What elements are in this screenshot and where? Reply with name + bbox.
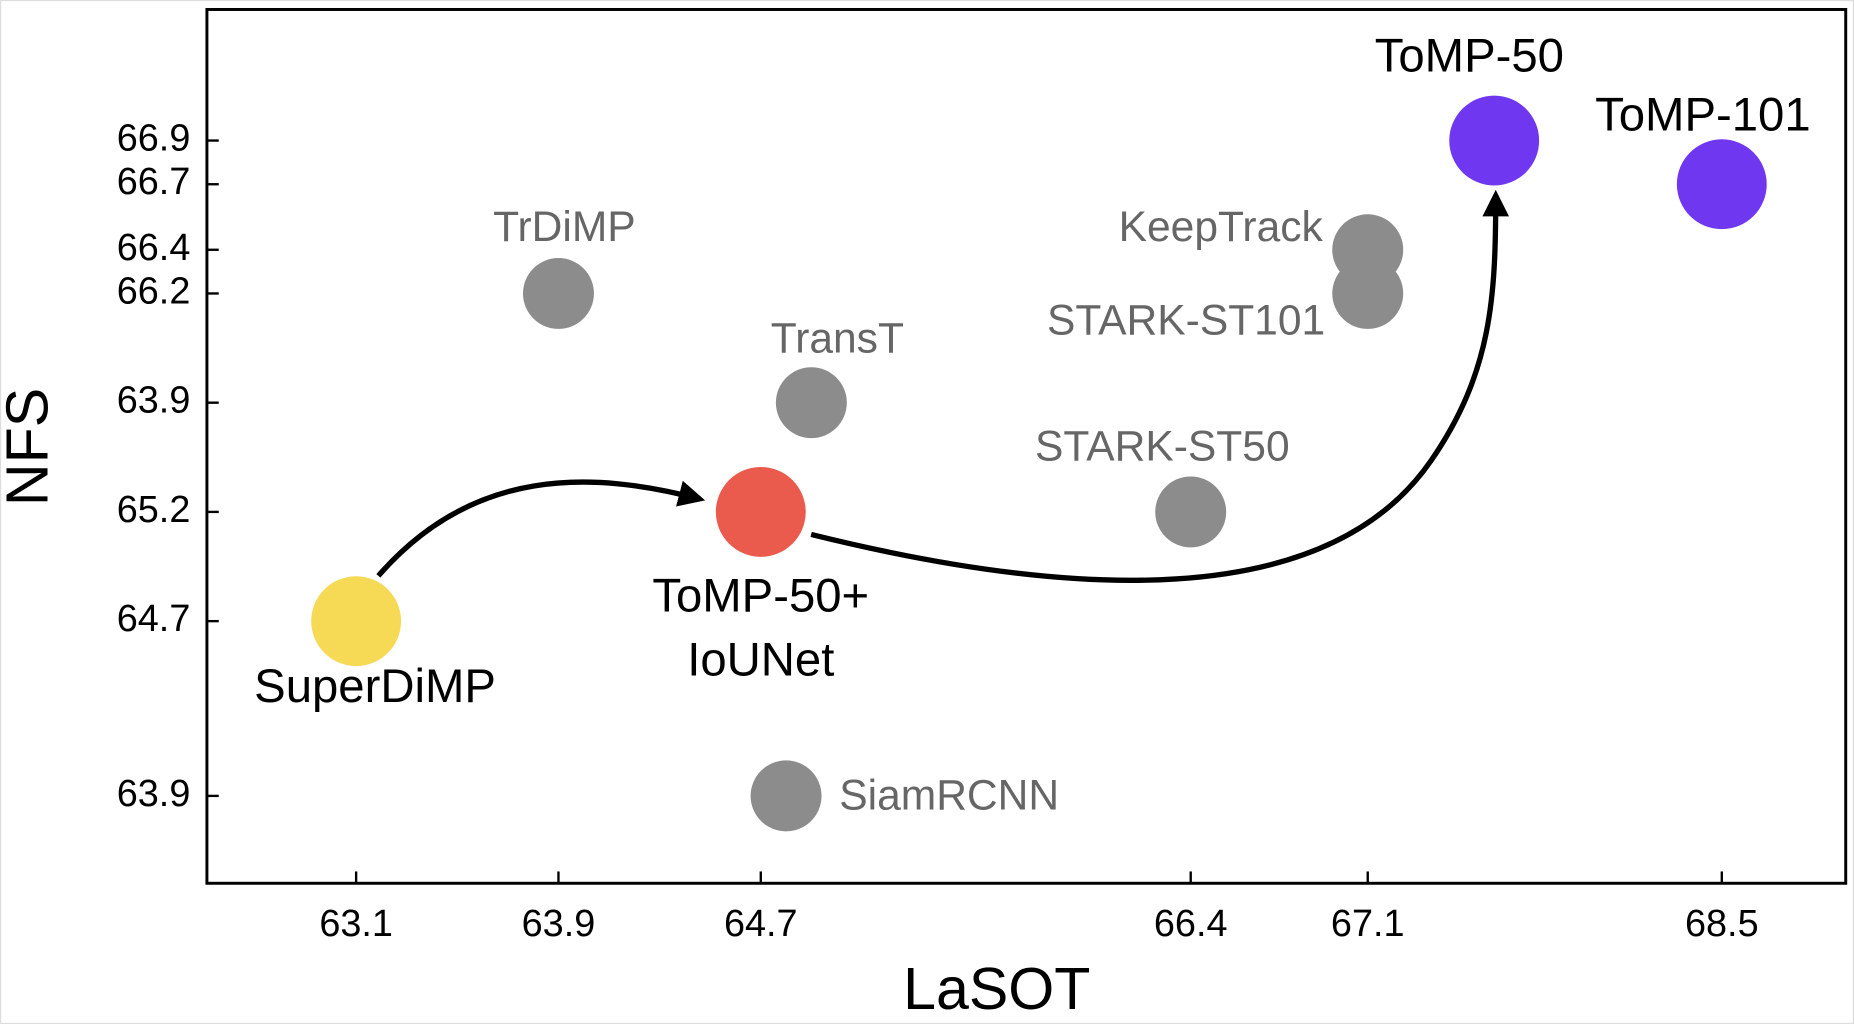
y-tick-label: 66.7 bbox=[117, 161, 191, 203]
point bbox=[750, 760, 822, 832]
plot-area bbox=[205, 8, 1848, 885]
x-tick-label: 66.4 bbox=[1154, 903, 1228, 945]
x-tick-label: 64.7 bbox=[724, 903, 798, 945]
x-tick-label: 68.5 bbox=[1685, 903, 1759, 945]
point-label: TransT bbox=[771, 314, 904, 362]
y-tick-label: 66.4 bbox=[117, 227, 191, 269]
point-label: SiamRCNN bbox=[839, 772, 1059, 820]
y-tick-label: 63.9 bbox=[117, 773, 191, 815]
point-label: ToMP-50+ IoUNet bbox=[652, 570, 869, 687]
point-label: STARK-ST50 bbox=[1035, 422, 1290, 470]
point bbox=[1449, 95, 1540, 186]
arrow bbox=[810, 189, 1510, 583]
point bbox=[311, 576, 402, 667]
x-axis-title: LaSOT bbox=[903, 955, 1090, 1022]
y-tick-label: 65.2 bbox=[117, 489, 191, 531]
y-tick-label: 63.9 bbox=[117, 380, 191, 422]
point bbox=[522, 257, 594, 329]
point bbox=[715, 466, 806, 557]
point-label: STARK-ST101 bbox=[1047, 296, 1325, 344]
point bbox=[775, 367, 847, 439]
points bbox=[311, 95, 1767, 832]
point-label: TrDiMP bbox=[493, 203, 636, 251]
y-tick-label: 64.7 bbox=[117, 598, 191, 640]
point-label: ToMP-101 bbox=[1595, 89, 1811, 142]
point bbox=[1155, 476, 1227, 548]
y-tick-label: 66.2 bbox=[117, 270, 191, 312]
x-tick-label: 63.9 bbox=[522, 903, 596, 945]
point bbox=[1676, 139, 1767, 230]
point bbox=[1332, 257, 1404, 329]
x-tick-label: 63.1 bbox=[319, 903, 393, 945]
y-axis-title: NFS bbox=[0, 388, 61, 506]
point-label: ToMP-50 bbox=[1375, 29, 1564, 82]
point-label: SuperDiMP bbox=[254, 660, 496, 713]
point-label: KeepTrack bbox=[1119, 203, 1324, 251]
y-tick-label: 66.9 bbox=[117, 118, 191, 160]
arrow bbox=[376, 479, 706, 578]
x-tick-label: 67.1 bbox=[1331, 903, 1405, 945]
